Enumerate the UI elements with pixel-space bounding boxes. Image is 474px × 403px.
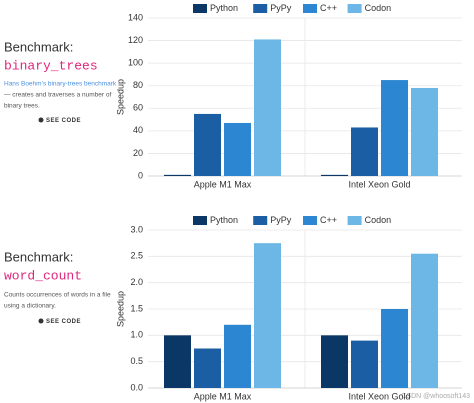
- bar: [224, 324, 251, 388]
- bar: [381, 80, 408, 176]
- y-tick-label: 120: [128, 35, 143, 45]
- legend-swatch: [303, 216, 317, 225]
- github-icon[interactable]: [38, 117, 44, 123]
- legend-label: Python: [210, 215, 238, 225]
- y-tick-label: 80: [133, 80, 143, 90]
- y-tick-label: 1.5: [130, 303, 143, 313]
- benchmark-link[interactable]: Hans Boehm's binary-trees benchmark: [4, 81, 117, 88]
- legend-swatch: [193, 216, 207, 225]
- legend-label: PyPy: [270, 215, 292, 225]
- description: using a dictionary.: [4, 303, 56, 310]
- legend-label: Codon: [365, 3, 392, 13]
- y-axis-label: Speedup: [115, 79, 125, 115]
- x-tick-label: Apple M1 Max: [194, 179, 252, 189]
- bar: [194, 113, 221, 176]
- y-tick-label: 2.5: [130, 251, 143, 261]
- bar: [164, 335, 191, 388]
- panel-heading: Benchmark:: [4, 39, 73, 54]
- benchmark-name: word_count: [4, 268, 82, 283]
- legend-label: C++: [320, 215, 337, 225]
- x-tick-label: Apple M1 Max: [194, 391, 252, 401]
- see-code-button[interactable]: SEE CODE: [46, 319, 81, 325]
- y-tick-label: 2.0: [130, 277, 143, 287]
- y-tick-label: 0.0: [130, 382, 143, 392]
- legend-swatch: [303, 4, 317, 13]
- legend-swatch: [193, 4, 207, 13]
- y-tick-label: 3.0: [130, 224, 143, 234]
- benchmark-panel: Benchmark: binary_trees Hans Boehm's bin…: [4, 39, 117, 124]
- legend-label: Codon: [365, 215, 392, 225]
- description: — creates and traverses a number of: [4, 92, 111, 99]
- y-axis-label: Speedup: [115, 291, 125, 327]
- y-tick-label: 0: [138, 170, 143, 180]
- bar: [411, 87, 438, 176]
- description: Counts occurrences of words in a file: [4, 292, 111, 299]
- y-tick-label: 20: [133, 148, 143, 158]
- x-tick-label: Intel Xeon Gold: [348, 179, 410, 189]
- bar: [321, 174, 348, 176]
- benchmark-panel: Benchmark: word_count Counts occurrences…: [4, 249, 111, 325]
- legend-swatch: [347, 4, 362, 13]
- y-tick-label: 140: [128, 12, 143, 22]
- y-tick-label: 100: [128, 58, 143, 68]
- see-code-button[interactable]: SEE CODE: [46, 118, 81, 124]
- bar: [194, 348, 221, 388]
- bar: [254, 243, 281, 388]
- legend-swatch: [253, 216, 268, 225]
- panel-heading: Benchmark:: [4, 249, 73, 264]
- y-tick-label: 60: [133, 103, 143, 113]
- bar: [351, 340, 378, 388]
- bar: [351, 127, 378, 176]
- legend-label: C++: [320, 3, 337, 13]
- legend-swatch: [347, 216, 362, 225]
- legend-swatch: [253, 4, 268, 13]
- legend-label: Python: [210, 3, 238, 13]
- benchmark-name: binary_trees: [4, 58, 98, 73]
- y-tick-label: 0.5: [130, 356, 143, 366]
- watermark: CSDN @whoosoft143: [401, 393, 470, 400]
- y-tick-label: 1.0: [130, 330, 143, 340]
- bar: [254, 39, 281, 176]
- y-tick-label: 40: [133, 125, 143, 135]
- bar: [381, 309, 408, 388]
- github-icon[interactable]: [38, 318, 44, 324]
- x-tick-label: Intel Xeon Gold: [348, 391, 410, 401]
- bar: [321, 335, 348, 388]
- bar: [164, 174, 191, 176]
- bar: [224, 122, 251, 176]
- legend-label: PyPy: [270, 3, 292, 13]
- description: binary trees.: [4, 103, 40, 110]
- bar: [411, 253, 438, 388]
